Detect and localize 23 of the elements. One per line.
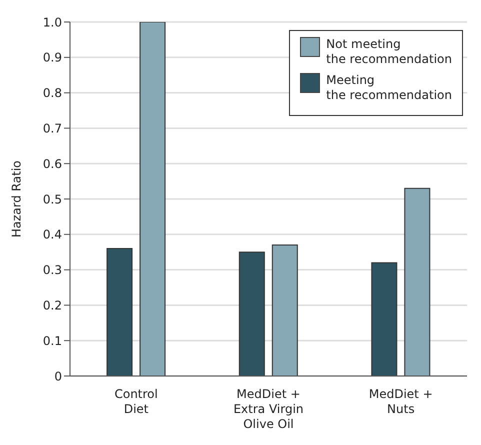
x-tick-label: MedDiet + Extra Virgin Olive Oil (233, 387, 304, 431)
y-tick-label: 0.5 (42, 192, 62, 206)
bar (106, 248, 133, 376)
legend-label: Meeting the recommendation (326, 73, 452, 103)
y-tick-label: 0.9 (42, 50, 62, 65)
y-tick-label: 0.7 (42, 121, 62, 136)
x-tick-label: MedDiet + Nuts (368, 387, 433, 416)
legend-label: Not meeting the recommendation (326, 37, 452, 67)
y-tick-label: 1.0 (42, 15, 62, 30)
bar (404, 188, 430, 376)
y-axis-title: Hazard Ratio (9, 160, 24, 238)
y-tick-label: 0.8 (42, 86, 62, 100)
bar (238, 252, 265, 376)
x-tick-label: Control Diet (114, 387, 158, 416)
y-tick-label: 0 (54, 369, 62, 384)
bar (371, 262, 398, 376)
y-tick-label: 0.1 (42, 334, 62, 348)
bar (140, 22, 166, 376)
y-tick-label: 0.4 (42, 228, 62, 242)
y-tick-label: 0.2 (42, 298, 62, 312)
y-tick-label: 0.6 (42, 156, 62, 171)
bar (272, 244, 298, 376)
y-tick-label: 0.3 (42, 263, 62, 278)
